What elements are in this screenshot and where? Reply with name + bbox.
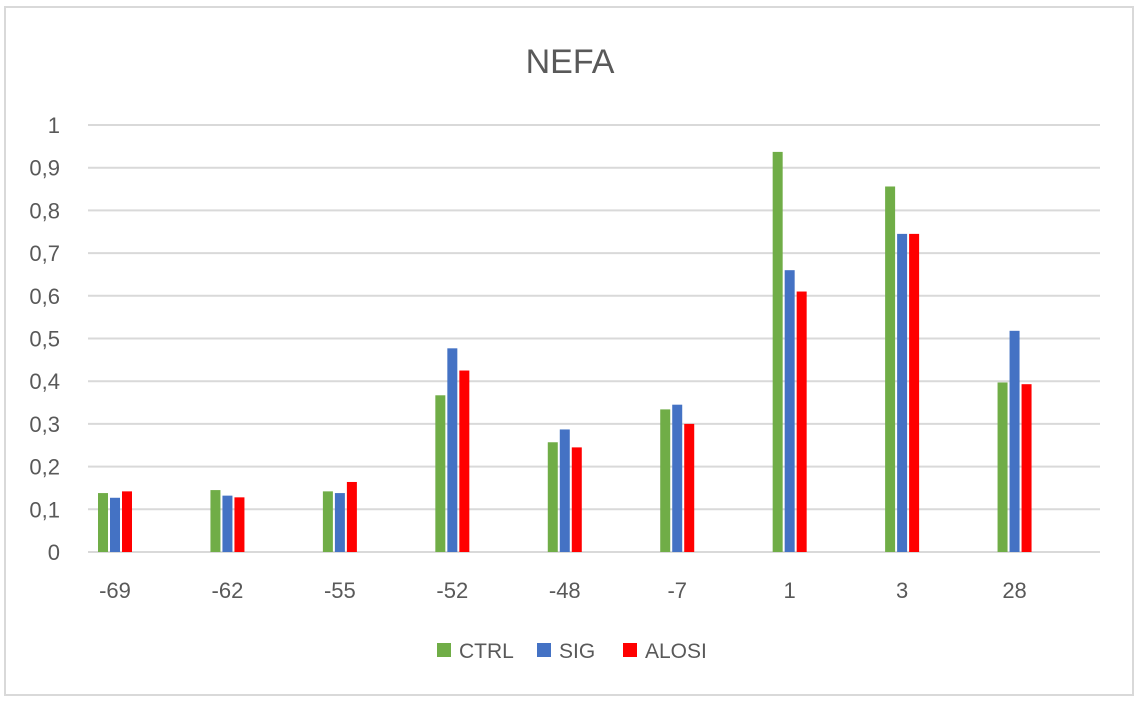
x-tick-label: -69 <box>99 578 131 603</box>
bar-ctrl <box>435 395 446 552</box>
bar-sig <box>222 495 233 552</box>
x-tick-label: 3 <box>896 578 908 603</box>
bar-sig <box>1009 330 1020 552</box>
bar-alosi <box>346 481 357 552</box>
bar-alosi <box>796 291 807 552</box>
x-tick-label: 1 <box>784 578 796 603</box>
bar-sig <box>447 348 458 552</box>
bar-alosi <box>684 423 695 552</box>
x-tick-label: -52 <box>436 578 468 603</box>
bar-sig <box>559 429 570 552</box>
x-tick-labels: -69 -62 -55 -52 -48 -7 1 3 28 <box>99 578 1027 603</box>
y-tick-labels: 0 0,1 0,2 0,3 0,4 0,5 0,6 0,7 0,8 0,9 1 <box>29 113 60 565</box>
bar-alosi <box>1021 384 1032 552</box>
y-tick-label: 0,5 <box>29 327 60 352</box>
y-tick-label: 0,8 <box>29 198 60 223</box>
chart-frame <box>4 6 1134 696</box>
y-tick-label: 0,2 <box>29 455 60 480</box>
gridlines <box>88 124 1100 553</box>
y-tick-label: 0,6 <box>29 284 60 309</box>
y-tick-label: 0,1 <box>29 497 60 522</box>
y-tick-label: 0,9 <box>29 156 60 181</box>
bar-sig <box>110 497 120 552</box>
legend-label-sig: SIG <box>559 640 595 663</box>
x-tick-label: -7 <box>667 578 687 603</box>
bar-ctrl <box>997 382 1008 552</box>
legend-label-alosi: ALOSI <box>645 640 707 663</box>
bar-sig <box>334 493 345 552</box>
bars <box>98 151 1032 552</box>
bar-ctrl <box>885 186 896 552</box>
legend: CTRL SIG ALOSI <box>437 640 707 663</box>
x-tick-label: -62 <box>212 578 244 603</box>
bar-ctrl <box>660 409 671 552</box>
bar-alosi <box>234 497 245 552</box>
bar-ctrl <box>772 151 783 552</box>
bar-sig <box>672 404 683 552</box>
x-tick-label: -55 <box>324 578 356 603</box>
bar-ctrl <box>210 490 221 552</box>
x-tick-label: 28 <box>1002 578 1026 603</box>
y-tick-label: 0,4 <box>29 369 60 394</box>
bar-ctrl <box>322 491 333 552</box>
legend-swatch-alosi <box>623 643 637 657</box>
bar-alosi <box>459 370 470 552</box>
bar-sig <box>784 270 795 552</box>
bar-alosi <box>122 491 132 552</box>
bar-alosi <box>571 447 582 552</box>
bar-ctrl <box>98 493 108 552</box>
legend-swatch-sig <box>537 643 551 657</box>
legend-label-ctrl: CTRL <box>459 640 514 663</box>
y-tick-label: 1 <box>48 113 60 138</box>
y-tick-label: 0,3 <box>29 412 60 437</box>
chart-title: NEFA <box>526 43 615 81</box>
bar-alosi <box>909 233 920 552</box>
legend-swatch-ctrl <box>437 643 451 657</box>
y-tick-label: 0,7 <box>29 241 60 266</box>
x-tick-label: -48 <box>549 578 581 603</box>
bar-sig <box>897 233 908 552</box>
bar-ctrl <box>547 442 558 552</box>
y-tick-label: 0 <box>48 540 60 565</box>
